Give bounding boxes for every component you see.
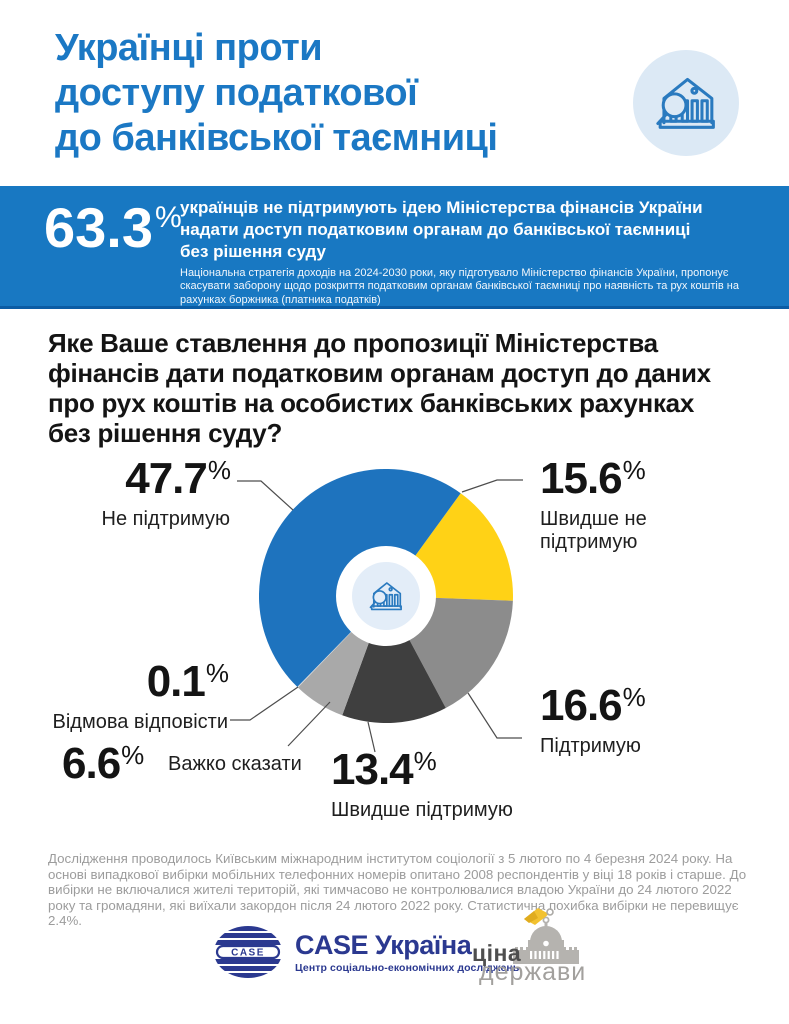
case-logo-subtitle: Центр соціально-економічних досліджень bbox=[295, 961, 520, 974]
case-logo-title: CASE Україна bbox=[295, 929, 472, 960]
stat-desc-line-3: без рішення суду bbox=[180, 242, 326, 261]
value-hard-to-say: 6.6% bbox=[62, 739, 144, 788]
chart-label-support: 16.6% Підтримую bbox=[540, 681, 646, 758]
tsina-word-1: ціна bbox=[472, 940, 522, 966]
label-rather-support: Швидше підтримую bbox=[331, 799, 513, 821]
percent-sign: % bbox=[155, 201, 182, 234]
parliament-building-icon bbox=[513, 908, 579, 964]
pie-slice bbox=[342, 596, 446, 723]
stat-desc-line-2: надати доступ податковим органам до банк… bbox=[180, 220, 691, 239]
svg-text:CASE: CASE bbox=[231, 948, 265, 959]
stat-footnote: Національна стратегія доходів на 2024-20… bbox=[180, 267, 739, 306]
stat-banner: 63.3% українців не підтримують ідею Міні… bbox=[0, 186, 789, 309]
value-support: 16.6% bbox=[540, 681, 646, 730]
case-ukraine-logo: CASE CASE Україна Центр соціально-економ… bbox=[212, 924, 519, 980]
label-support: Підтримую bbox=[540, 735, 641, 757]
tsina-derzhavy-logo: ціна держави bbox=[472, 906, 602, 986]
value-refuse: 0.1% bbox=[146, 657, 229, 706]
percent-sign: % bbox=[622, 455, 646, 485]
percent-sign: % bbox=[121, 740, 144, 770]
question-line-2: фінансів дати податковим органам доступ … bbox=[48, 358, 711, 388]
chart-label-rather-not-support: 15.6% Швидше не підтримую bbox=[540, 455, 670, 554]
donut-chart-area: 47.7% Не підтримую 15.6% Швидше не підтр… bbox=[0, 450, 789, 835]
question-line-4: без рішення суду? bbox=[48, 418, 283, 448]
value-rather-not-support: 15.6% bbox=[540, 454, 646, 503]
stat-value: 63.3% bbox=[44, 196, 182, 259]
case-logo-text: CASE Україна Центр соціально-економічних… bbox=[295, 931, 519, 974]
title-line-1: Українці проти bbox=[55, 27, 323, 69]
percent-sign: % bbox=[207, 455, 231, 485]
value-rather-support: 13.4% bbox=[331, 745, 437, 794]
question-line-3: про рух коштів на особистих банківських … bbox=[48, 388, 694, 418]
question-heading: Яке Ваше ставлення до пропозиції Міністе… bbox=[48, 328, 711, 448]
label-rather-not-support: Швидше не підтримую bbox=[540, 508, 647, 553]
header-icon-circle bbox=[633, 50, 739, 156]
donut-chart bbox=[259, 469, 513, 723]
case-emblem-icon: CASE bbox=[214, 926, 282, 978]
percent-sign: % bbox=[413, 746, 437, 776]
stat-description: українців не підтримують ідею Міністерст… bbox=[180, 197, 703, 263]
percent-sign: % bbox=[205, 658, 229, 688]
question-line-1: Яке Ваше ставлення до пропозиції Міністе… bbox=[48, 328, 658, 358]
tsina-word-2: держави bbox=[479, 958, 587, 986]
label-refuse: Відмова відповісти bbox=[52, 711, 229, 733]
title-line-3: до банківської таємниці bbox=[55, 117, 498, 159]
title-line-2: доступу податкової bbox=[55, 72, 418, 114]
chart-label-refuse: 0.1% Відмова відповісти bbox=[52, 657, 230, 734]
page-title: Українці проти доступу податкової до бан… bbox=[55, 26, 498, 161]
bank-with-magnifier-icon bbox=[648, 65, 724, 141]
methodology-note: Дослідження проводилось Київським міжнар… bbox=[48, 851, 747, 928]
percent-sign: % bbox=[622, 682, 646, 712]
chart-label-not-support: 47.7% Не підтримую bbox=[101, 454, 232, 531]
stat-desc-line-1: українців не підтримують ідею Міністерст… bbox=[180, 198, 703, 217]
label-not-support: Не підтримую bbox=[101, 508, 231, 530]
chart-label-rather-support: 13.4% Швидше підтримую bbox=[331, 746, 513, 822]
value-not-support: 47.7% bbox=[125, 454, 231, 503]
label-hard-to-say: Важко сказати bbox=[168, 753, 302, 775]
